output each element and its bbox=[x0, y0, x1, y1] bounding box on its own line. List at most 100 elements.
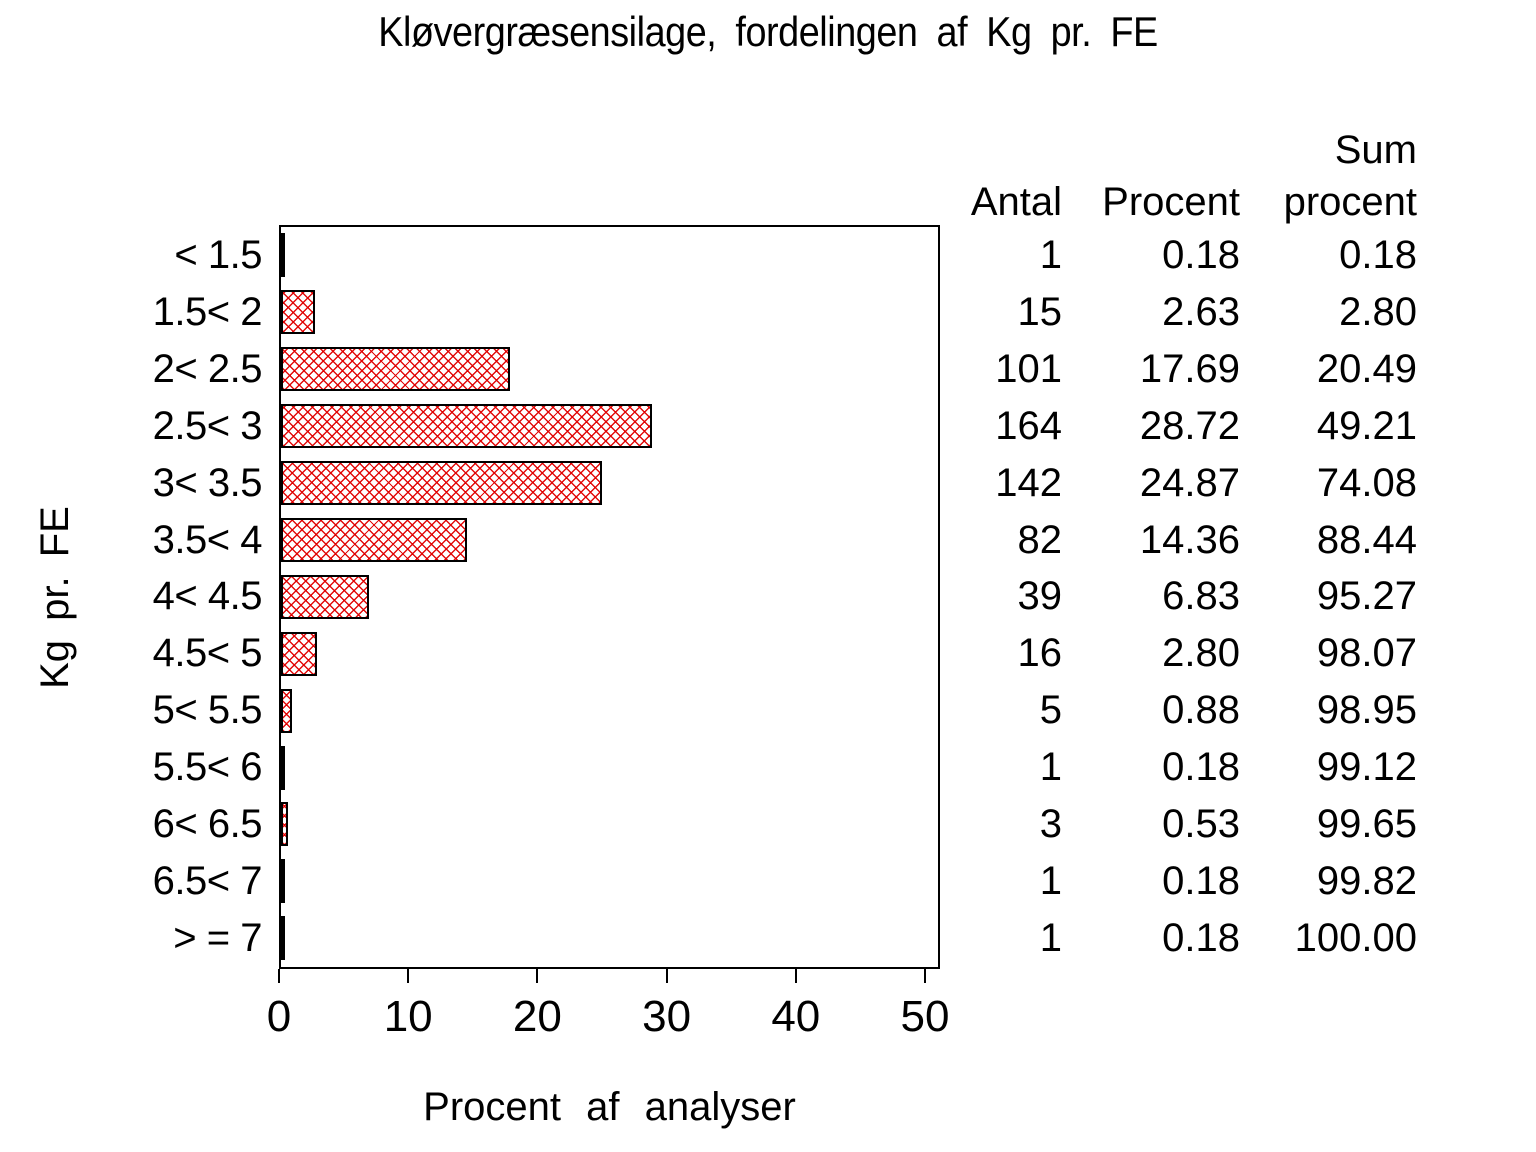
cell-sum-procent: 0.18 bbox=[1339, 233, 1417, 277]
cell-procent: 28.72 bbox=[1139, 403, 1240, 448]
x-tick-mark-20 bbox=[536, 969, 539, 983]
cell-antal: 101 bbox=[995, 346, 1062, 391]
cell-antal: 39 bbox=[1017, 574, 1063, 619]
y-tick-label-10: 6< 6.5 bbox=[152, 802, 263, 847]
bar bbox=[281, 404, 652, 449]
table-row: 1 0.18 99.12 bbox=[950, 739, 1417, 796]
y-tick-label-6: 4< 4.5 bbox=[152, 574, 263, 619]
table-row: 164 28.72 49.21 bbox=[950, 398, 1417, 455]
cell-sum-procent: 88.44 bbox=[1316, 517, 1417, 562]
bar bbox=[281, 631, 317, 676]
table-row: 1 0.18 100.00 bbox=[950, 910, 1417, 967]
cell-sum-procent: 98.95 bbox=[1316, 688, 1417, 733]
table-row: 101 17.69 20.49 bbox=[950, 341, 1417, 398]
cell-antal: 15 bbox=[1017, 289, 1063, 334]
cell-procent: 0.18 bbox=[1162, 858, 1240, 903]
bar bbox=[281, 688, 292, 733]
cell-sum-procent: 99.12 bbox=[1316, 745, 1417, 790]
bar-row-1 bbox=[281, 284, 938, 341]
cell-sum-procent: 49.21 bbox=[1316, 403, 1417, 448]
bar bbox=[281, 233, 285, 278]
cell-procent: 0.18 bbox=[1162, 745, 1240, 790]
table-row: 142 24.87 74.08 bbox=[950, 455, 1417, 512]
col-header-antal: Antal bbox=[970, 180, 1062, 224]
bar bbox=[281, 802, 288, 847]
x-tick-mark-10 bbox=[407, 969, 410, 983]
cell-procent: 0.88 bbox=[1162, 688, 1240, 733]
cell-procent: 17.69 bbox=[1139, 346, 1240, 391]
y-tick-label-2: 2< 2.5 bbox=[152, 346, 263, 391]
bar bbox=[281, 745, 285, 790]
cell-antal: 164 bbox=[995, 403, 1062, 448]
cell-antal: 16 bbox=[1017, 631, 1063, 676]
cell-sum-procent: 95.27 bbox=[1316, 574, 1417, 619]
x-tick-label-40: 40 bbox=[771, 992, 821, 1041]
bar bbox=[281, 461, 602, 506]
cell-antal: 5 bbox=[1039, 688, 1062, 733]
cell-antal: 142 bbox=[995, 460, 1062, 505]
bar-row-7 bbox=[281, 625, 938, 682]
y-tick-label-12: > = 7 bbox=[173, 915, 262, 960]
cell-procent: 6.83 bbox=[1162, 574, 1240, 619]
cell-sum-procent: 20.49 bbox=[1316, 346, 1417, 391]
y-tick-label-1: 1.5< 2 bbox=[152, 289, 263, 334]
cell-sum-procent: 99.82 bbox=[1316, 858, 1417, 903]
bar-row-6 bbox=[281, 568, 938, 625]
cell-procent: 2.80 bbox=[1162, 631, 1240, 676]
cell-procent: 24.87 bbox=[1139, 460, 1240, 505]
col-header-sum-procent: Sum procent bbox=[1240, 124, 1417, 228]
chart-title: Kløvergræsensilage, fordelingen af Kg pr… bbox=[378, 8, 1158, 55]
y-tick-label-3: 2.5< 3 bbox=[152, 403, 263, 448]
y-tick-label-7: 4.5< 5 bbox=[152, 631, 263, 676]
cell-sum-procent: 2.80 bbox=[1339, 289, 1417, 334]
cell-procent: 0.18 bbox=[1162, 233, 1240, 277]
table-row: 3 0.53 99.65 bbox=[950, 796, 1417, 853]
x-tick-mark-30 bbox=[665, 969, 668, 983]
y-tick-label-9: 5.5< 6 bbox=[152, 745, 263, 790]
bar-row-2 bbox=[281, 341, 938, 398]
table-row: 39 6.83 95.27 bbox=[950, 568, 1418, 625]
cell-antal: 3 bbox=[1039, 802, 1062, 847]
y-tick-label-5: 3.5< 4 bbox=[152, 517, 263, 562]
bar bbox=[281, 347, 510, 392]
col-header-sum-line1: Sum bbox=[1334, 128, 1417, 172]
x-axis-title: Procent af analyser bbox=[279, 1085, 940, 1130]
col-header-sum-line2: procent bbox=[1283, 180, 1417, 224]
cell-sum-procent: 99.65 bbox=[1316, 802, 1417, 847]
bar bbox=[281, 517, 467, 562]
bar bbox=[281, 916, 285, 961]
x-tick-label-0: 0 bbox=[266, 992, 292, 1041]
cell-procent: 0.53 bbox=[1162, 802, 1240, 847]
bar-row-4 bbox=[281, 455, 938, 512]
table-row: 15 2.63 2.80 bbox=[950, 284, 1418, 341]
bar bbox=[281, 859, 285, 904]
bar-row-3 bbox=[281, 398, 938, 455]
bar-row-8 bbox=[281, 682, 938, 739]
bar-row-11 bbox=[281, 853, 938, 910]
x-tick-mark-40 bbox=[794, 969, 797, 983]
cell-antal: 1 bbox=[1039, 858, 1062, 903]
x-tick-label-30: 30 bbox=[642, 992, 692, 1041]
cell-antal: 1 bbox=[1039, 915, 1062, 960]
table-row: 82 14.36 88.44 bbox=[950, 512, 1418, 569]
table-body: 1 0.18 0.18 15 2.63 2.80 101 17.69 20.49 164 28.72… bbox=[950, 227, 1417, 967]
plot-area bbox=[279, 225, 940, 969]
bar-row-5 bbox=[281, 512, 938, 569]
x-axis-title-text: Procent af analyser bbox=[423, 1085, 796, 1129]
col-header-procent: Procent bbox=[1102, 180, 1240, 224]
y-tick-label-11: 6.5< 7 bbox=[152, 858, 263, 903]
x-tick-label-10: 10 bbox=[383, 992, 433, 1041]
table-row: 1 0.18 99.82 bbox=[950, 853, 1417, 910]
table-row: 16 2.80 98.07 bbox=[950, 625, 1418, 682]
x-tick-label-20: 20 bbox=[512, 992, 562, 1041]
table-row: 5 0.88 98.95 bbox=[950, 682, 1417, 739]
cell-procent: 0.18 bbox=[1162, 915, 1240, 960]
bar-row-12 bbox=[281, 910, 938, 967]
bar-row-10 bbox=[281, 796, 938, 853]
cell-procent: 2.63 bbox=[1162, 289, 1240, 334]
y-axis-tick-labels: < 1.5 1.5< 2 2< 2.5 2.5< 3 3< 3.5 3.5< 4 4< 4.… bbox=[40, 227, 263, 967]
cell-antal: 1 bbox=[1039, 745, 1062, 790]
cell-sum-procent: 100.00 bbox=[1294, 915, 1417, 960]
cell-antal: 82 bbox=[1017, 517, 1063, 562]
